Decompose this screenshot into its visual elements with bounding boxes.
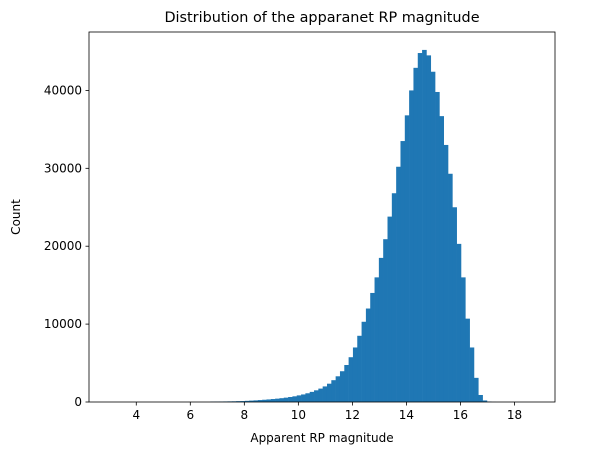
histogram-bar: [335, 376, 341, 402]
histogram-bar: [352, 347, 358, 402]
histogram-bar: [296, 395, 302, 402]
histogram-bar: [396, 166, 401, 402]
histogram-bar: [452, 207, 457, 402]
x-tick-label: 16: [453, 408, 468, 422]
histogram-bar: [236, 401, 241, 402]
histogram-bar: [262, 399, 267, 402]
x-tick-label: 10: [291, 408, 306, 422]
histogram-bar: [413, 67, 419, 403]
histogram-bar: [439, 116, 445, 402]
histogram-bar: [257, 400, 263, 402]
y-axis: 0 10000 20000 30000 40000: [44, 83, 89, 409]
histogram-bar: [249, 400, 254, 402]
histogram-bar: [435, 91, 440, 403]
y-axis-title: Count: [9, 199, 23, 235]
histogram-bar: [322, 386, 328, 402]
histogram-bar: [370, 292, 375, 402]
histogram-bar: [318, 388, 323, 402]
histogram-bar: [348, 357, 354, 402]
histogram-bar: [288, 397, 293, 402]
histogram-bar: [417, 53, 423, 402]
histogram-bar: [365, 308, 371, 402]
histogram-bar: [443, 144, 449, 402]
histogram-bars: [210, 49, 496, 403]
x-axis: 4 6 8 10 12 14 16 18: [132, 402, 522, 422]
histogram-bar: [253, 400, 259, 402]
histogram-bar: [270, 399, 276, 402]
x-tick-label: 8: [241, 408, 249, 422]
x-tick-label: 4: [132, 408, 140, 422]
histogram-bar: [465, 318, 470, 402]
x-tick-label: 12: [345, 408, 360, 422]
histogram-bar: [283, 397, 289, 402]
y-tick-label: 30000: [44, 161, 82, 175]
y-tick-label: 0: [74, 395, 82, 409]
histogram-bar: [339, 371, 345, 402]
histogram-bar: [391, 193, 397, 402]
histogram-bar: [409, 90, 414, 402]
chart-title: Distribution of the apparanet RP magnitu…: [164, 10, 479, 26]
histogram-bar: [244, 400, 250, 402]
histogram-bar: [301, 394, 306, 402]
x-tick-label: 14: [399, 408, 414, 422]
histogram-bar: [448, 173, 453, 402]
histogram-bar: [374, 277, 380, 402]
histogram-bar: [400, 141, 406, 403]
histogram-bar: [430, 71, 436, 402]
y-tick-label: 10000: [44, 317, 82, 331]
y-tick-label: 20000: [44, 239, 82, 253]
histogram-bar: [275, 398, 280, 402]
histogram-bar: [482, 400, 488, 402]
histogram-bar: [309, 391, 315, 402]
histogram-bar: [460, 277, 466, 402]
histogram-bar: [422, 49, 427, 402]
x-tick-label: 6: [186, 408, 194, 422]
histogram-bar: [240, 401, 246, 402]
histogram-bar: [305, 393, 311, 402]
histogram-bar: [469, 347, 475, 402]
histogram-bar: [292, 396, 298, 402]
histogram-bar: [326, 383, 332, 402]
histogram-bar: [279, 398, 285, 402]
histogram-bar: [266, 399, 272, 402]
histogram-bar: [314, 390, 319, 402]
histogram-bar: [331, 380, 336, 402]
y-tick-label: 40000: [44, 83, 82, 97]
histogram-bar: [456, 243, 462, 402]
histogram-bar: [473, 377, 479, 402]
histogram-bar: [387, 216, 393, 402]
x-tick-label: 18: [507, 408, 522, 422]
histogram-bar: [357, 335, 362, 402]
histogram-bar: [404, 115, 410, 403]
x-axis-title: Apparent RP magnitude: [250, 431, 393, 445]
histogram-bar: [478, 394, 483, 402]
histogram-bar: [361, 321, 367, 402]
histogram-bar: [344, 365, 349, 402]
histogram-bar: [426, 55, 432, 403]
histogram-bar: [378, 257, 384, 402]
histogram-bar: [383, 239, 388, 402]
plot-frame: [88, 31, 556, 403]
